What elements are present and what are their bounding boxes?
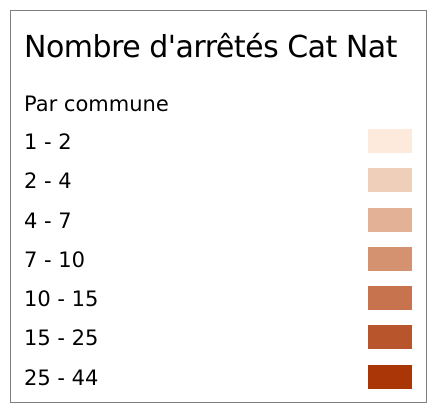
- legend-color-swatch: [368, 286, 412, 311]
- legend-item: 1 - 2: [11, 125, 426, 164]
- legend-color-swatch: [368, 168, 412, 193]
- legend-item: 7 - 10: [11, 243, 426, 282]
- legend-item: 4 - 7: [11, 204, 426, 243]
- legend-item-label: 7 - 10: [24, 247, 86, 272]
- map-legend: Nombre d'arrêtés Cat Nat Par commune 1 -…: [10, 10, 427, 403]
- legend-item: 10 - 15: [11, 282, 426, 321]
- legend-items: 1 - 2 2 - 4 4 - 7 7 - 10 10 - 15 15 - 25…: [11, 125, 426, 400]
- legend-title: Nombre d'arrêtés Cat Nat: [24, 30, 397, 65]
- legend-color-swatch: [368, 364, 412, 389]
- legend-item: 15 - 25: [11, 321, 426, 360]
- legend-item-label: 1 - 2: [24, 130, 72, 154]
- legend-color-swatch: [368, 246, 412, 271]
- legend-item-label: 25 - 44: [24, 365, 99, 390]
- legend-item-label: 15 - 25: [24, 326, 99, 351]
- legend-color-swatch: [368, 207, 412, 232]
- legend-item-label: 4 - 7: [24, 208, 72, 233]
- legend-item-label: 10 - 15: [24, 287, 99, 312]
- legend-item-label: 2 - 4: [24, 169, 72, 194]
- legend-item: 25 - 44: [11, 361, 426, 400]
- legend-subtitle: Par commune: [24, 92, 169, 116]
- legend-item: 2 - 4: [11, 164, 426, 203]
- legend-color-swatch: [368, 129, 412, 153]
- legend-color-swatch: [368, 325, 412, 350]
